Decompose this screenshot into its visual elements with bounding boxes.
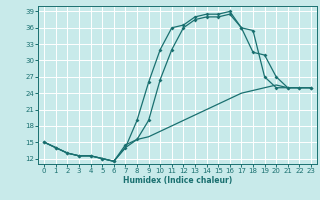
X-axis label: Humidex (Indice chaleur): Humidex (Indice chaleur) bbox=[123, 176, 232, 185]
